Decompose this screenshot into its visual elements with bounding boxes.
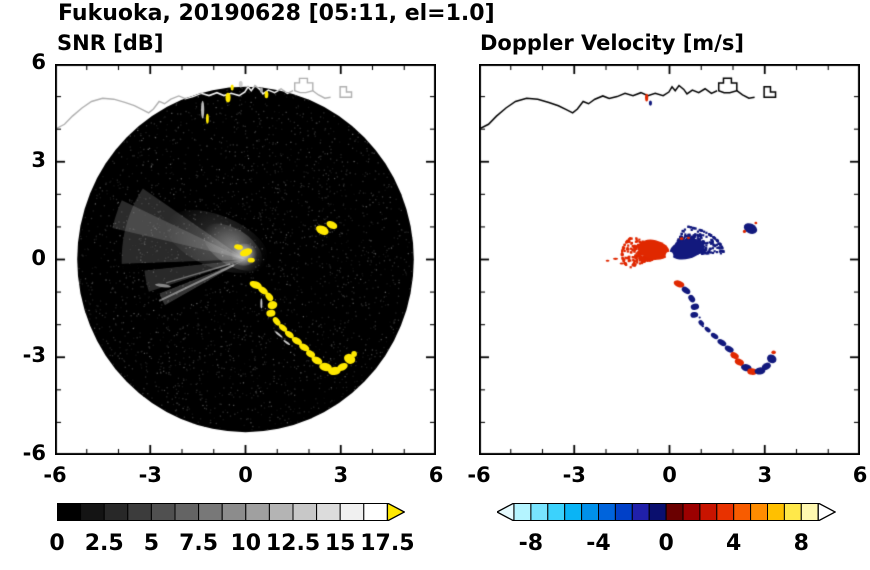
snr-colorbar-tick-label: 12.5 bbox=[265, 531, 321, 556]
snr-y-tick-label: -6 bbox=[22, 441, 46, 465]
snr-x-tick-label: -6 bbox=[43, 463, 67, 487]
snr-panel-title: SNR [dB] bbox=[57, 31, 164, 55]
doppler-x-tick-label: -3 bbox=[562, 463, 586, 487]
figure-title: Fukuoka, 20190628 [05:11, el=1.0] bbox=[58, 1, 495, 26]
snr-x-tick-label: 6 bbox=[428, 463, 444, 487]
doppler-colorbar-svg bbox=[495, 501, 837, 523]
doppler-plot bbox=[479, 64, 860, 455]
snr-colorbar-tick-label: 0 bbox=[49, 531, 65, 556]
snr-colorbar-tick-label: 15 bbox=[324, 531, 356, 556]
doppler-x-tick-label: -6 bbox=[467, 463, 491, 487]
doppler-x-tick-label: 6 bbox=[852, 463, 868, 487]
snr-x-tick-label: 3 bbox=[333, 463, 349, 487]
doppler-colorbar-tick-label: 4 bbox=[726, 531, 742, 556]
snr-plot bbox=[55, 64, 436, 455]
snr-x-tick-label: 0 bbox=[238, 463, 253, 487]
doppler-colorbar-tick-label: -8 bbox=[518, 531, 544, 556]
doppler-colorbar-tick-label: 0 bbox=[658, 531, 674, 556]
snr-y-tick-label: 6 bbox=[31, 50, 46, 74]
snr-colorbar-tick-label: 10 bbox=[230, 531, 262, 556]
doppler-colorbar-tick-label: 8 bbox=[793, 531, 809, 556]
snr-colorbar-tick-label: 17.5 bbox=[360, 531, 415, 556]
snr-y-tick-label: 3 bbox=[31, 147, 46, 172]
doppler-x-tick-label: 0 bbox=[662, 463, 677, 487]
snr-colorbar-tick-label: 2.5 bbox=[84, 531, 124, 556]
snr-colorbar-svg bbox=[56, 501, 406, 523]
doppler-colorbar-tick-label: -4 bbox=[586, 531, 611, 556]
doppler-colorbar bbox=[495, 501, 837, 523]
snr-colorbar-tick-label: 5 bbox=[143, 531, 160, 556]
snr-x-tick-label: -3 bbox=[138, 463, 162, 487]
doppler-panel-title: Doppler Velocity [m/s] bbox=[480, 31, 744, 55]
snr-y-tick-label: 0 bbox=[31, 245, 46, 270]
snr-y-tick-label: -3 bbox=[22, 343, 46, 368]
snr-colorbar bbox=[56, 501, 406, 523]
doppler-x-tick-label: 3 bbox=[757, 463, 773, 487]
snr-colorbar-tick-label: 7.5 bbox=[179, 531, 219, 556]
